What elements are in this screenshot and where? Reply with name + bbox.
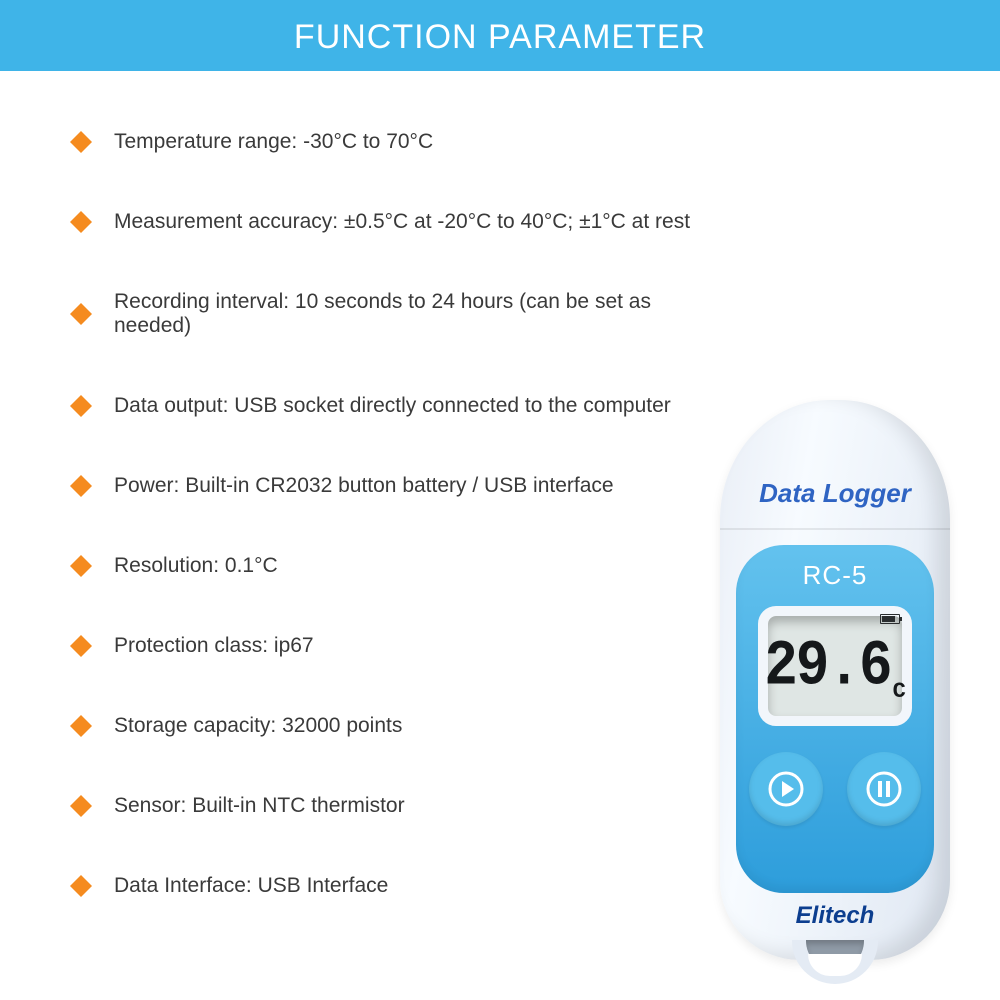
battery-icon — [880, 614, 900, 624]
diamond-bullet-icon — [70, 395, 92, 417]
spec-row: Storage capacity: 32000 points — [70, 714, 710, 738]
diamond-bullet-icon — [70, 795, 92, 817]
diamond-bullet-icon — [70, 555, 92, 577]
diamond-bullet-icon — [70, 715, 92, 737]
spec-row: Power: Built-in CR2032 button battery / … — [70, 474, 710, 498]
header-bar: FUNCTION PARAMETER — [0, 0, 1000, 71]
spec-row: Recording interval: 10 seconds to 24 hou… — [70, 290, 710, 338]
spec-text: Measurement accuracy: ±0.5°C at -20°C to… — [114, 210, 690, 234]
device-top-label: Data Logger — [710, 478, 960, 509]
header-title: FUNCTION PARAMETER — [294, 18, 706, 56]
spec-text: Data output: USB socket directly connect… — [114, 394, 671, 418]
device-brand: Elitech — [710, 902, 960, 930]
device-model: RC-5 — [710, 560, 960, 591]
spec-row: Resolution: 0.1°C — [70, 554, 710, 578]
play-button — [749, 752, 823, 826]
spec-row: Data output: USB socket directly connect… — [70, 394, 710, 418]
spec-text: Power: Built-in CR2032 button battery / … — [114, 474, 614, 498]
cap-seam — [720, 528, 950, 530]
diamond-bullet-icon — [70, 635, 92, 657]
device-buttons — [710, 752, 960, 826]
lcd-screen: 29.6 C — [758, 606, 912, 726]
diamond-bullet-icon — [70, 875, 92, 897]
lcd-reading: 29.6 — [764, 629, 890, 703]
spec-text: Recording interval: 10 seconds to 24 hou… — [114, 290, 710, 338]
spec-text: Data Interface: USB Interface — [114, 874, 388, 898]
spec-text: Storage capacity: 32000 points — [114, 714, 402, 738]
spec-text: Temperature range: -30°C to 70°C — [114, 130, 433, 154]
diamond-bullet-icon — [70, 475, 92, 497]
spec-row: Sensor: Built-in NTC thermistor — [70, 794, 710, 818]
spec-text: Resolution: 0.1°C — [114, 554, 278, 578]
spec-text: Sensor: Built-in NTC thermistor — [114, 794, 405, 818]
spec-row: Protection class: ip67 — [70, 634, 710, 658]
product-illustration: Data Logger RC-5 29.6 C Elitech — [710, 400, 960, 990]
spec-row: Data Interface: USB Interface — [70, 874, 710, 898]
spec-list: Temperature range: -30°C to 70°C Measurem… — [70, 130, 710, 954]
diamond-bullet-icon — [70, 211, 92, 233]
spec-row: Temperature range: -30°C to 70°C — [70, 130, 710, 154]
diamond-bullet-icon — [70, 131, 92, 153]
spec-text: Protection class: ip67 — [114, 634, 314, 658]
spec-row: Measurement accuracy: ±0.5°C at -20°C to… — [70, 210, 710, 234]
diamond-bullet-icon — [70, 303, 92, 325]
lcd-unit: C — [893, 679, 906, 704]
pause-button — [847, 752, 921, 826]
